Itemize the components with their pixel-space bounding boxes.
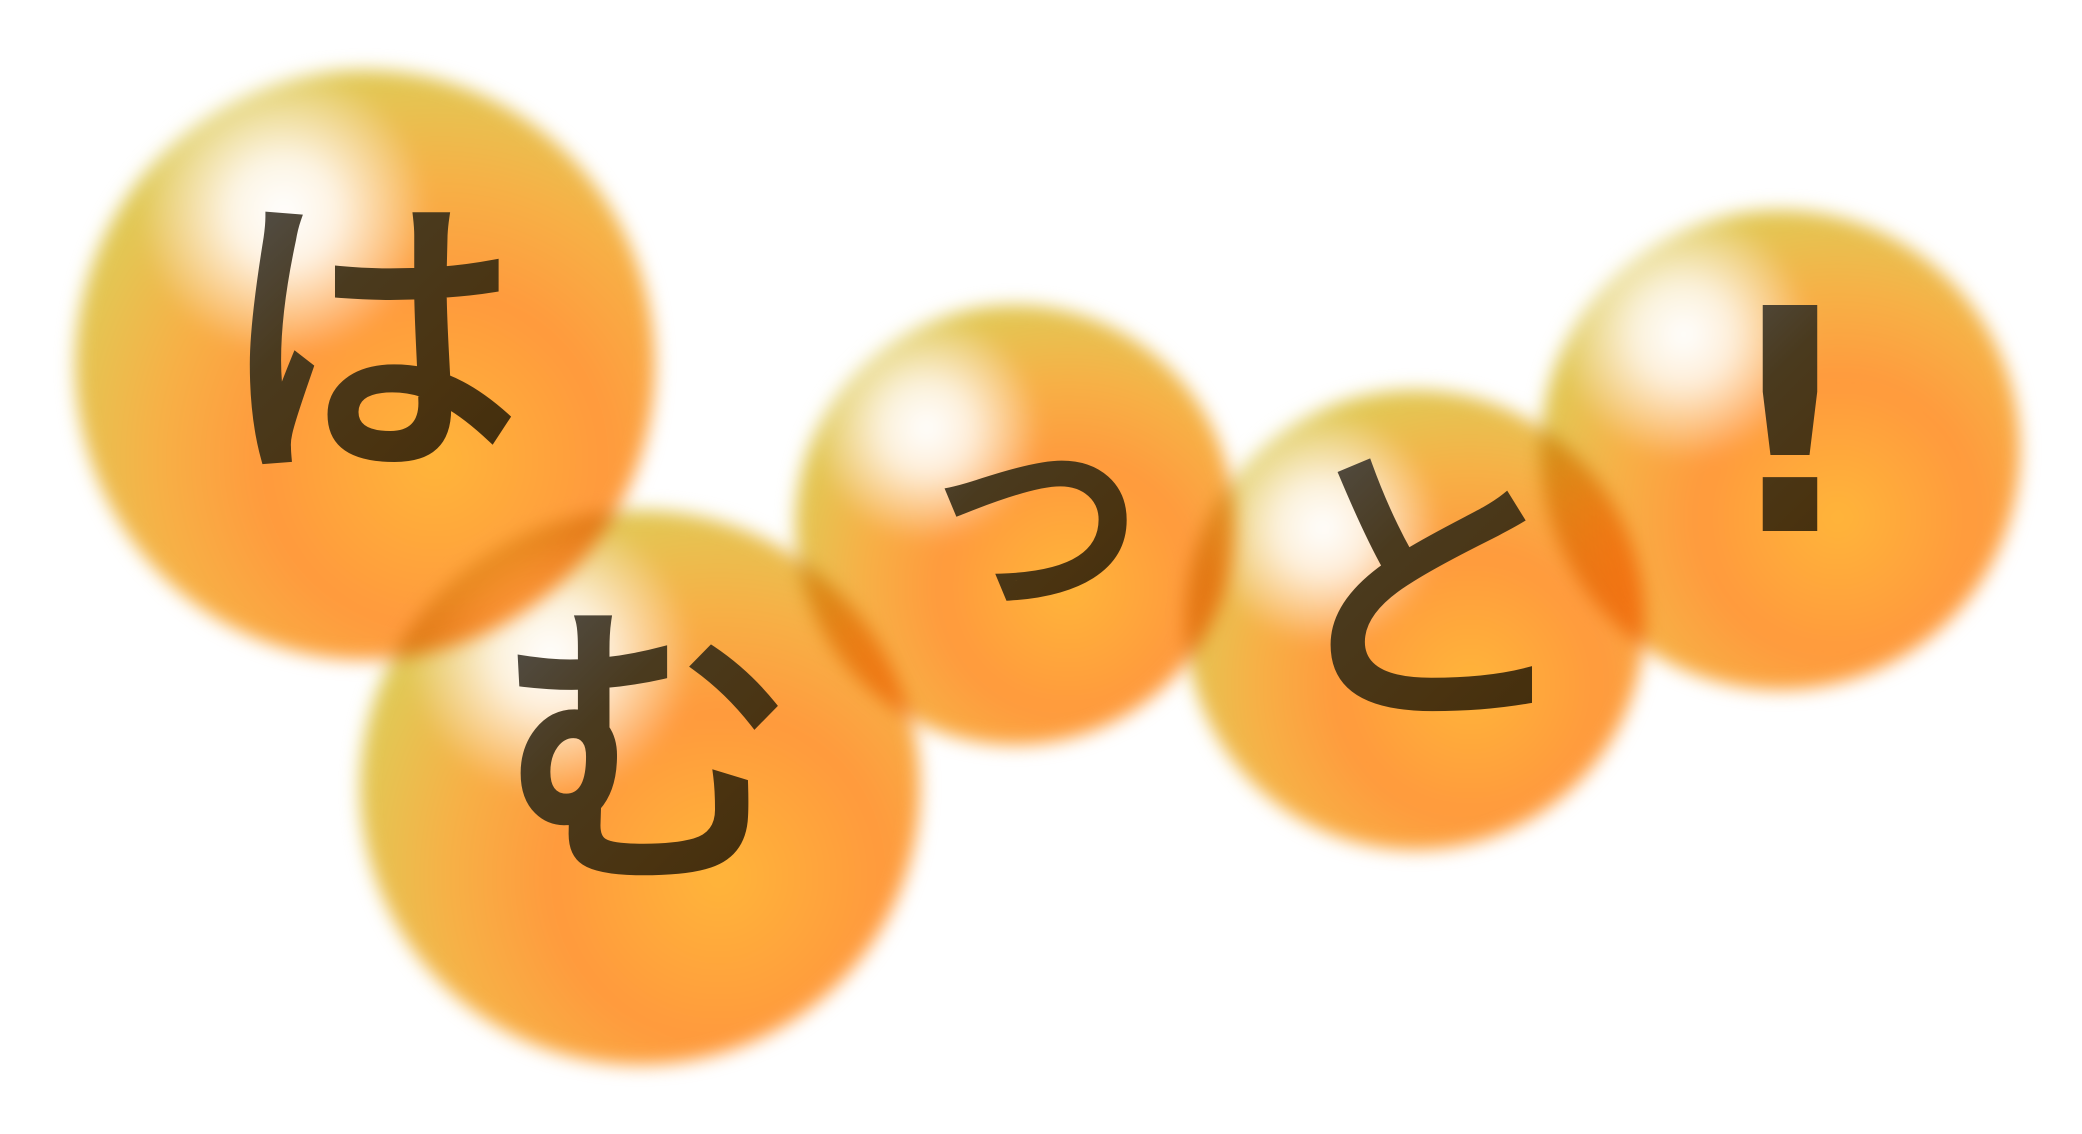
title-char-small-tsu: っ: [895, 380, 1175, 660]
title-char-to: と: [1260, 445, 1590, 775]
bubble-3: [795, 305, 1235, 745]
title-char-mu: む: [480, 605, 810, 935]
bubble-5: [1540, 210, 2020, 690]
title-char-exclamation: !: [1690, 270, 1890, 610]
title-char-ha: は: [205, 195, 535, 525]
